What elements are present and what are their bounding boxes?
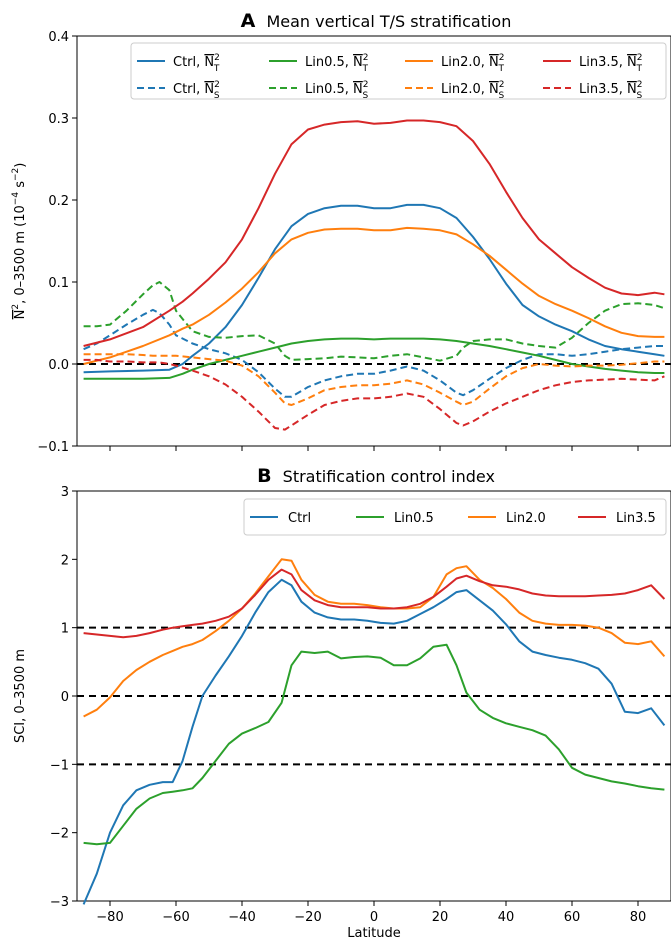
legend-label-Lin35: Lin3.5 (616, 511, 656, 526)
y-tick-label: 0.3 (48, 112, 69, 127)
panel-b-y-axis-label: SCI, 0–3500 m (13, 649, 28, 743)
panel-b-gridlines (77, 626, 671, 766)
legend-label-Lin20: Lin2.0 (506, 511, 546, 526)
y-label-unit-sup2: −2 (11, 168, 21, 181)
legend-label-Lin05-t: Lin0.5, N2 T (305, 53, 369, 74)
panel-b-ticks: −3 −2 −1 0 1 2 3 −80 −60 −40 −20 0 20 40 60 80 (50, 485, 646, 925)
panel-a-series-Ctrl-dashed-line (83, 308, 665, 398)
y-tick-label: 2 (61, 553, 69, 568)
x-tick-label: 40 (498, 910, 515, 925)
x-tick-label: 60 (564, 910, 581, 925)
x-tick-label: −60 (162, 910, 189, 925)
y-tick-label: 0.2 (48, 194, 69, 209)
panel-b-series-Lin05-line (83, 643, 665, 846)
y-tick-label: −0.1 (37, 440, 69, 455)
legend-label-Lin35-t: Lin3.5, N2 T (579, 53, 643, 74)
y-label-rest: , 0–3500 m (10 (13, 205, 28, 304)
y-tick-label: −1 (50, 758, 69, 773)
panel-b-title: B Stratification control index (257, 465, 495, 487)
y-label-n: N (13, 310, 28, 320)
y-label-n-sup: 2 (11, 304, 21, 310)
panel-a-series-Lin05-line (83, 337, 665, 380)
legend-label-Ctrl: Ctrl (288, 511, 311, 526)
panel-a: A Mean vertical T/S stratification −0.1 0… (11, 10, 671, 455)
panel-b-series-Lin20-line (83, 558, 666, 718)
panel-a-title: A Mean vertical T/S stratification (241, 10, 512, 32)
panel-b: B Stratification control index −3 −2 −1 0 1 2… (13, 465, 671, 941)
y-tick-label: 0.0 (48, 358, 69, 373)
y-label-unit-rest: s (13, 181, 28, 192)
legend-label-Lin20-s: Lin2.0, N2 S (441, 80, 505, 101)
y-tick-label: 0.1 (48, 276, 69, 291)
panel-a-series-Lin05-dashed-line (83, 281, 665, 362)
y-tick-label: 0.4 (48, 30, 69, 45)
panel-a-series-Lin20-dashed-line (83, 353, 665, 406)
y-label-unit-sup: −4 (11, 192, 21, 206)
panel-b-legend: Ctrl Lin0.5 Lin2.0 Lin3.5 (243, 498, 667, 536)
legend-label-Lin35-s: Lin3.5, N2 S (579, 80, 643, 101)
legend-label-Lin20-t: Lin2.0, N2 T (441, 53, 505, 74)
y-tick-label: 3 (61, 485, 69, 500)
panel-b-series-Ctrl-line (82, 578, 666, 905)
legend-label-Lin05: Lin0.5 (394, 511, 434, 526)
y-tick-label: 1 (61, 622, 69, 637)
x-tick-label: −80 (96, 910, 123, 925)
panel-a-y-axis-label: N2, 0–3500 m (10−4 s−2) (11, 163, 28, 320)
panel-b-series-Lin35-line (83, 568, 666, 639)
x-tick-label: 80 (630, 910, 647, 925)
panel-b-series (82, 558, 666, 905)
x-tick-label: −20 (294, 910, 321, 925)
legend-label-Ctrl-s: Ctrl, N2 S (173, 80, 220, 101)
y-tick-label: −3 (50, 895, 69, 910)
y-label-close: ) (13, 163, 28, 168)
legend-label-Lin05-s: Lin0.5, N2 S (305, 80, 369, 101)
x-tick-label: −40 (228, 910, 255, 925)
panel-a-ticks: −0.1 0.0 0.1 0.2 0.3 0.4 (37, 30, 639, 455)
panel-a-series-Lin35-line (83, 119, 665, 347)
x-tick-label: 20 (432, 910, 449, 925)
legend-label-Ctrl-t: Ctrl, N2 T (173, 53, 220, 74)
y-tick-label: 0 (61, 690, 69, 705)
panel-a-series-Lin20-line (83, 226, 665, 365)
y-tick-label: −2 (50, 827, 69, 842)
panel-b-x-axis-label: Latitude (347, 926, 401, 941)
panel-a-series-Lin35-dashed-line (83, 358, 665, 431)
x-tick-label: 0 (370, 910, 378, 925)
panel-a-series (83, 119, 665, 431)
panel-a-legend: Ctrl, N2 T Ctrl, N2 S Lin0.5, N2 T Lin0.5, N2 S… (130, 42, 667, 101)
